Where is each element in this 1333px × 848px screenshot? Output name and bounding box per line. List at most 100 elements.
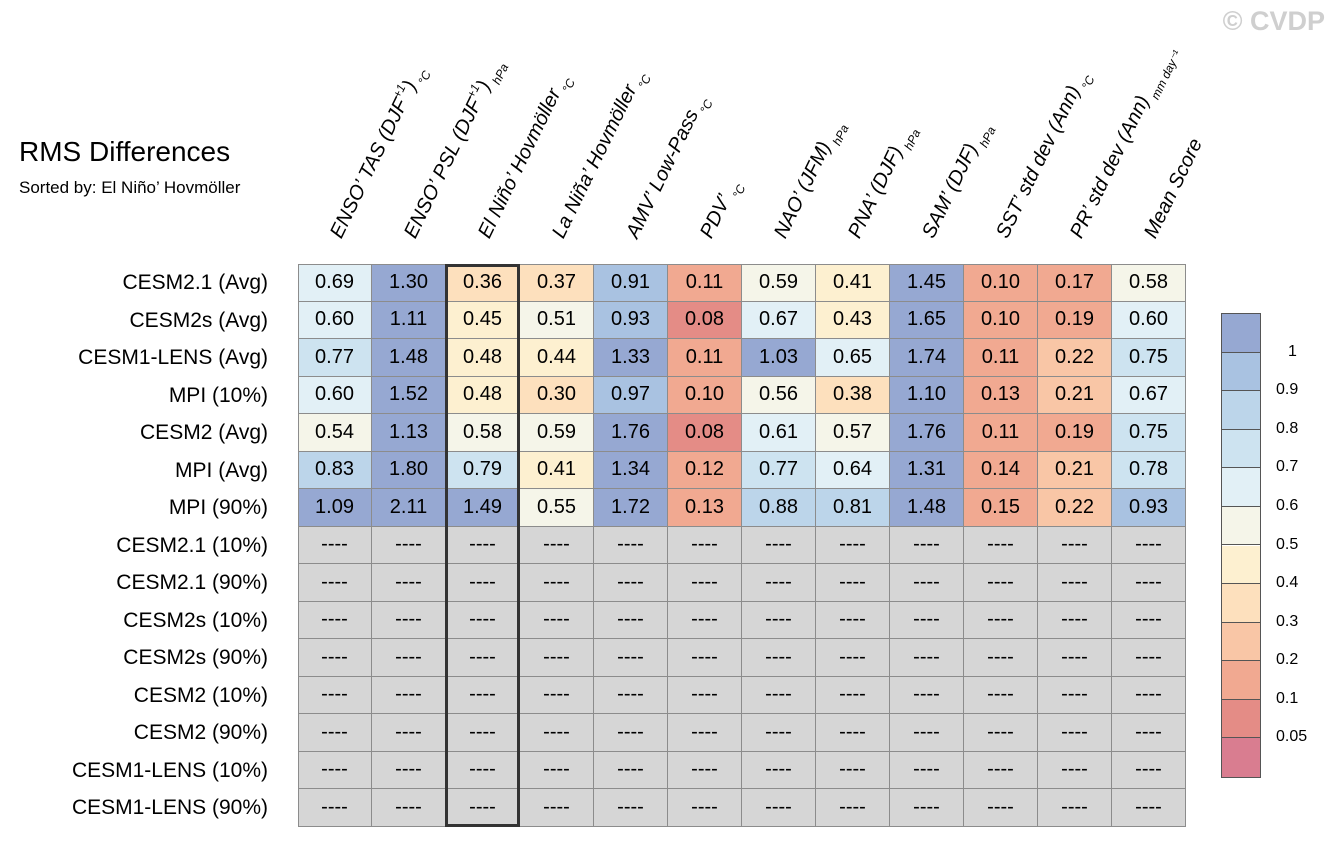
heatmap-cell: 0.30 [520, 376, 594, 414]
heatmap-cell: 2.11 [372, 489, 446, 527]
legend-band [1222, 352, 1260, 392]
heatmap-cell: 0.21 [1038, 376, 1112, 414]
chart-subtitle: Sorted by: El Niño’ Hovmöller [19, 178, 241, 197]
heatmap-cell: ---- [446, 714, 520, 752]
legend-label: 0.05 [1276, 728, 1308, 746]
row-label: CESM2 (90%) [133, 721, 268, 744]
heatmap-cell: ---- [742, 714, 816, 752]
heatmap-cell: ---- [1112, 564, 1186, 602]
heatmap-cell: ---- [816, 676, 890, 714]
heatmap-cell: 0.77 [298, 339, 372, 377]
heatmap-cell: ---- [964, 789, 1038, 827]
heatmap-cell: ---- [964, 601, 1038, 639]
heatmap-cell: 1.11 [372, 301, 446, 339]
legend-label: 0.3 [1276, 612, 1299, 630]
column-label-unit: hPa [829, 122, 852, 148]
heatmap-cell: ---- [298, 751, 372, 789]
heatmap-cell: 1.80 [372, 451, 446, 489]
row-label: CESM2 (Avg) [140, 421, 268, 444]
legend-band [1222, 661, 1260, 700]
legend-band [1222, 738, 1260, 777]
column-label-unit: °C [635, 72, 654, 91]
heatmap-cell: 0.60 [298, 301, 372, 339]
heatmap-cell: ---- [372, 751, 446, 789]
heatmap-cell: 0.15 [964, 489, 1038, 527]
column-label: AMV’ Low-Pass°C [622, 91, 716, 242]
heatmap-cell: ---- [520, 751, 594, 789]
heatmap-cell: ---- [594, 639, 668, 677]
heatmap-cell: 0.48 [446, 376, 520, 414]
legend-band [1222, 584, 1260, 623]
heatmap-cell: ---- [446, 526, 520, 564]
heatmap-cell: ---- [890, 714, 964, 752]
heatmap-cell: ---- [520, 789, 594, 827]
heatmap-cell: ---- [446, 639, 520, 677]
heatmap-cell: ---- [446, 751, 520, 789]
heatmap-cell: ---- [964, 564, 1038, 602]
heatmap-cell: ---- [668, 714, 742, 752]
heatmap-cell: 0.13 [668, 489, 742, 527]
heatmap-cell: 0.78 [1112, 451, 1186, 489]
heatmap-cell: 1.30 [372, 264, 446, 302]
row-label: CESM2 (10%) [133, 683, 268, 707]
heatmap-cell: 0.22 [1038, 339, 1112, 377]
heatmap-cell: 0.43 [816, 301, 890, 339]
watermark: © CVDP [1222, 6, 1325, 36]
heatmap-cell: 1.31 [890, 451, 964, 489]
column-label: PNA’ (DJF)hPa [844, 121, 923, 242]
heatmap-cell: ---- [964, 676, 1038, 714]
legend-label: 0.4 [1276, 574, 1299, 592]
column-label: PDV’°C [696, 176, 748, 242]
legend-band [1222, 314, 1260, 353]
heatmap-cell: 0.67 [742, 301, 816, 339]
heatmap-cell: ---- [668, 526, 742, 564]
heatmap-cell: 0.19 [1038, 414, 1112, 452]
heatmap-cell: ---- [742, 676, 816, 714]
heatmap-cell: ---- [668, 789, 742, 827]
heatmap-cell: ---- [816, 789, 890, 827]
heatmap-cell: 1.49 [446, 489, 520, 527]
row-label: MPI (Avg) [175, 458, 268, 482]
heatmap-cell: ---- [890, 564, 964, 602]
row-label: CESM1-LENS (90%) [71, 796, 268, 819]
heatmap-cell: ---- [594, 564, 668, 602]
heatmap-cell: ---- [816, 564, 890, 602]
legend-band [1222, 429, 1260, 469]
heatmap-cell: ---- [594, 676, 668, 714]
heatmap-cell: ---- [372, 789, 446, 827]
heatmap-cell: 0.48 [446, 339, 520, 377]
heatmap-cell: 0.54 [298, 414, 372, 452]
row-label: CESM2s (10%) [123, 608, 268, 632]
heatmap-cell: 0.08 [668, 301, 742, 339]
row-label: CESM2s (90%) [123, 646, 268, 669]
heatmap-cell: ---- [668, 601, 742, 639]
heatmap-cell: 0.11 [964, 414, 1038, 452]
column-label-unit: hPa [901, 127, 924, 153]
heatmap-cell: 1.13 [372, 414, 446, 452]
heatmap-cell: 0.93 [1112, 489, 1186, 527]
heatmap-cell: ---- [1038, 714, 1112, 752]
heatmap-cell: ---- [520, 601, 594, 639]
heatmap-cell: 1.76 [594, 414, 668, 452]
legend-label: 0.2 [1276, 651, 1299, 669]
heatmap-cell: ---- [298, 526, 372, 564]
heatmap-cell: 0.93 [594, 301, 668, 339]
heatmap-cell: 0.57 [816, 414, 890, 452]
column-label-name: SAM’ (DJF) [918, 140, 983, 242]
heatmap-cell: ---- [520, 639, 594, 677]
heatmap-cell: 0.60 [1112, 301, 1186, 339]
heatmap-cell: 0.21 [1038, 451, 1112, 489]
heatmap-cell: 0.77 [742, 451, 816, 489]
legend-band [1222, 506, 1260, 546]
heatmap-cell: ---- [594, 751, 668, 789]
heatmap-cell: ---- [298, 789, 372, 827]
heatmap-cell: 0.38 [816, 376, 890, 414]
heatmap-cell: 1.76 [890, 414, 964, 452]
heatmap-cell: ---- [594, 789, 668, 827]
heatmap-cell: ---- [964, 714, 1038, 752]
heatmap-cell: 0.51 [520, 301, 594, 339]
heatmap-cell: ---- [816, 601, 890, 639]
column-label-name: PR’ std dev (Ann) [1066, 92, 1154, 242]
heatmap-cell: ---- [372, 676, 446, 714]
heatmap-cell: ---- [890, 676, 964, 714]
